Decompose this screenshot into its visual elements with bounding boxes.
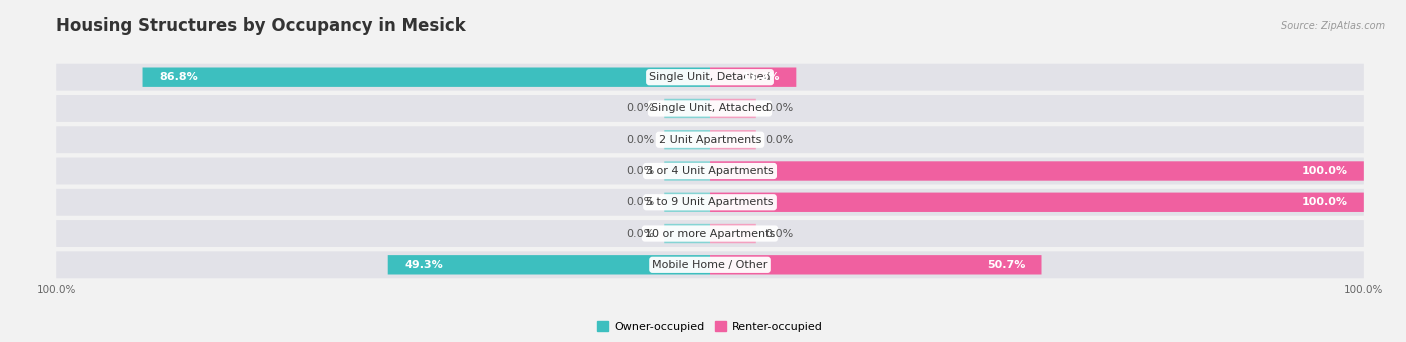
FancyBboxPatch shape — [710, 193, 1364, 212]
FancyBboxPatch shape — [56, 251, 1364, 278]
Text: 0.0%: 0.0% — [626, 197, 654, 207]
Text: 0.0%: 0.0% — [626, 166, 654, 176]
FancyBboxPatch shape — [56, 189, 1364, 216]
Text: 0.0%: 0.0% — [766, 228, 794, 238]
Text: 49.3%: 49.3% — [404, 260, 443, 270]
Text: Source: ZipAtlas.com: Source: ZipAtlas.com — [1281, 21, 1385, 30]
FancyBboxPatch shape — [710, 255, 1042, 275]
FancyBboxPatch shape — [664, 224, 710, 243]
FancyBboxPatch shape — [710, 67, 796, 87]
FancyBboxPatch shape — [710, 99, 756, 118]
Text: 100.0%: 100.0% — [1302, 166, 1347, 176]
Text: 2 Unit Apartments: 2 Unit Apartments — [659, 135, 761, 145]
FancyBboxPatch shape — [56, 126, 1364, 153]
Text: 100.0%: 100.0% — [1302, 197, 1347, 207]
FancyBboxPatch shape — [388, 255, 710, 275]
Legend: Owner-occupied, Renter-occupied: Owner-occupied, Renter-occupied — [593, 317, 827, 336]
Text: 50.7%: 50.7% — [987, 260, 1025, 270]
Text: 0.0%: 0.0% — [766, 135, 794, 145]
FancyBboxPatch shape — [664, 161, 710, 181]
FancyBboxPatch shape — [56, 64, 1364, 91]
Text: 10 or more Apartments: 10 or more Apartments — [645, 228, 775, 238]
Text: 0.0%: 0.0% — [626, 228, 654, 238]
FancyBboxPatch shape — [56, 220, 1364, 247]
Text: Mobile Home / Other: Mobile Home / Other — [652, 260, 768, 270]
Text: Single Unit, Detached: Single Unit, Detached — [650, 72, 770, 82]
Text: 0.0%: 0.0% — [766, 104, 794, 114]
FancyBboxPatch shape — [56, 158, 1364, 184]
Text: 0.0%: 0.0% — [626, 135, 654, 145]
FancyBboxPatch shape — [56, 95, 1364, 122]
FancyBboxPatch shape — [710, 161, 1364, 181]
Text: 0.0%: 0.0% — [626, 104, 654, 114]
Text: 86.8%: 86.8% — [159, 72, 198, 82]
FancyBboxPatch shape — [710, 130, 756, 149]
FancyBboxPatch shape — [664, 99, 710, 118]
FancyBboxPatch shape — [710, 224, 756, 243]
FancyBboxPatch shape — [664, 130, 710, 149]
Text: Single Unit, Attached: Single Unit, Attached — [651, 104, 769, 114]
FancyBboxPatch shape — [142, 67, 710, 87]
FancyBboxPatch shape — [664, 193, 710, 212]
Text: Housing Structures by Occupancy in Mesick: Housing Structures by Occupancy in Mesic… — [56, 17, 465, 35]
Text: 5 to 9 Unit Apartments: 5 to 9 Unit Apartments — [647, 197, 773, 207]
Text: 3 or 4 Unit Apartments: 3 or 4 Unit Apartments — [647, 166, 773, 176]
Text: 13.2%: 13.2% — [741, 72, 780, 82]
